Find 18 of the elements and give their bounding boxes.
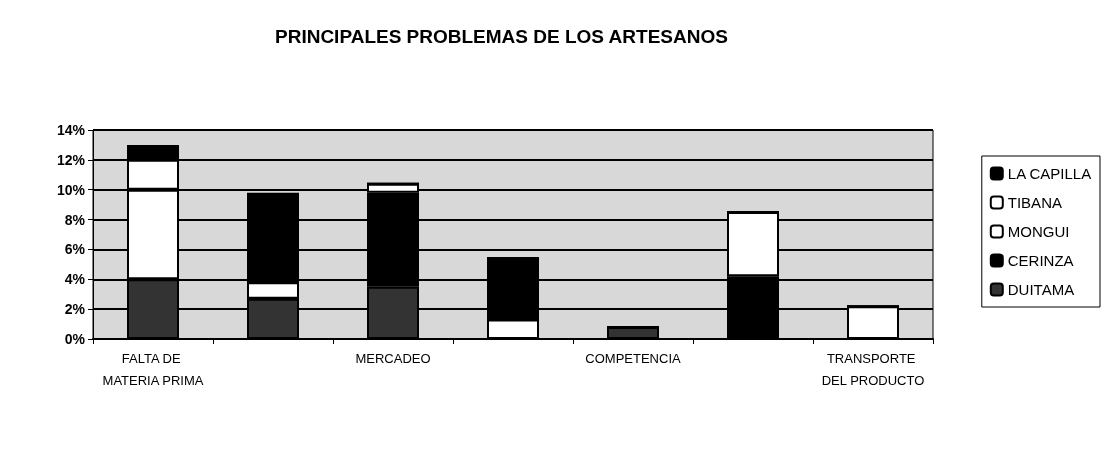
- x-tick-label: TRANSPORTE DEL PRODUCTO: [821, 350, 925, 388]
- y-tick-label: 4%: [64, 271, 86, 288]
- x-tick-label: COMPETENCIA: [585, 350, 681, 366]
- legend-label: TIBANA: [1007, 194, 1062, 211]
- y-tick-label: 14%: [56, 122, 86, 138]
- y-tick-label: 10%: [56, 181, 86, 198]
- legend-label: CERINZA: [1007, 252, 1074, 269]
- y-tick-label: 8%: [64, 211, 86, 228]
- legend-label: MONGUI: [1007, 223, 1070, 240]
- chart-title: PRINCIPALES PROBLEMAS DE LOS ARTESANOS: [275, 26, 728, 47]
- x-tick-label: FALTA DE MATERIA PRIMA: [102, 350, 204, 388]
- y-tick-label: 12%: [56, 151, 86, 168]
- x-tick-label: MERCADEO: [355, 350, 431, 366]
- legend-label: DUITAMA: [1007, 281, 1075, 298]
- y-tick-label: 0%: [64, 331, 86, 347]
- y-tick-label: 2%: [64, 301, 86, 318]
- y-tick-label: 6%: [64, 241, 86, 258]
- legend-label: LA CAPILLA: [1007, 165, 1092, 182]
